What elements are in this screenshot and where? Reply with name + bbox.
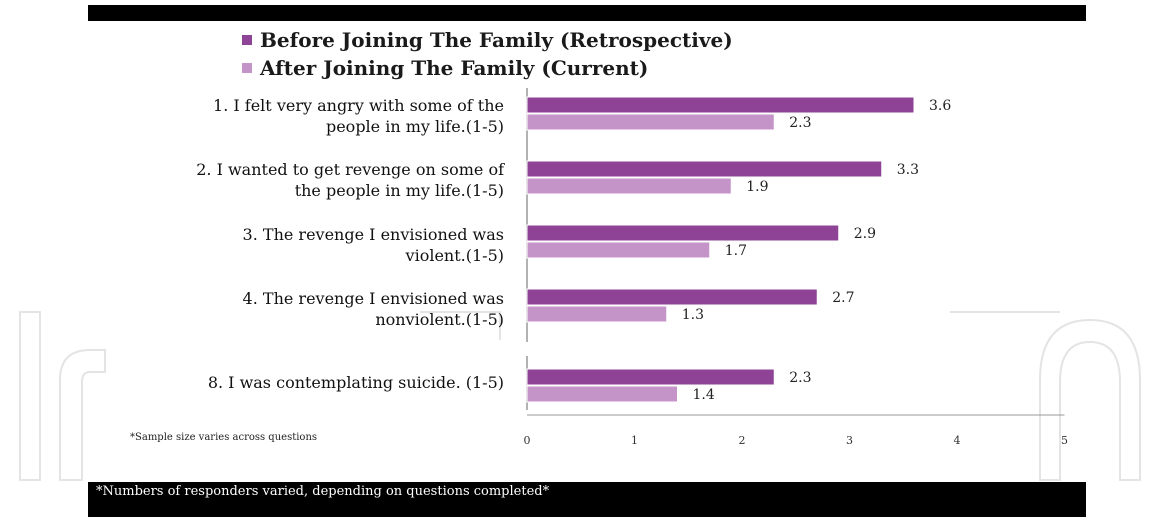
bar-before-3 — [526, 224, 840, 242]
value-label-before-1: 3.6 — [929, 98, 951, 114]
value-label-after-1: 2.3 — [789, 115, 811, 131]
top-bar — [88, 5, 1086, 21]
value-label-before-4: 2.7 — [832, 290, 854, 306]
legend-label-before: Before Joining The Family (Retrospective… — [260, 28, 733, 52]
value-label-after-5: 1.4 — [693, 387, 715, 403]
category-label-8: 8. I was contemplating suicide. (1-5) — [207, 373, 504, 392]
bar-after-5 — [526, 385, 678, 403]
bar-after-4 — [526, 305, 668, 323]
value-label-after-3: 1.7 — [725, 243, 747, 259]
value-label-before-5: 2.3 — [789, 370, 811, 386]
value-label-after-4: 1.3 — [682, 307, 704, 323]
legend-swatch-after — [242, 63, 252, 73]
legend-item-after: After Joining The Family (Current) — [242, 54, 733, 82]
category-label-1: 1. I felt very angry with some of the pe… — [213, 96, 504, 136]
bar-before-1 — [526, 96, 915, 114]
bar-before-4 — [526, 288, 818, 306]
bar-after-1 — [526, 113, 775, 131]
bar-after-2 — [526, 177, 732, 195]
bar-after-3 — [526, 241, 711, 259]
legend: Before Joining The Family (Retrospective… — [242, 26, 733, 82]
bar-before-5 — [526, 368, 775, 386]
x-tick-label-0: 0 — [524, 434, 531, 447]
category-label-3: 3. The revenge I envisioned was violent.… — [242, 225, 504, 265]
legend-label-after: After Joining The Family (Current) — [260, 56, 649, 80]
legend-swatch-before — [242, 35, 252, 45]
value-label-before-2: 3.3 — [897, 162, 919, 178]
sample-size-note: *Sample size varies across questions — [130, 432, 318, 443]
value-label-before-3: 2.9 — [854, 226, 876, 242]
bar-before-2 — [526, 160, 883, 178]
category-label-2: 2. I wanted to get revenge on some of th… — [196, 160, 504, 200]
category-label-4: 4. The revenge I envisioned was nonviole… — [242, 289, 504, 329]
x-tick-label-5: 5 — [1061, 434, 1068, 447]
x-tick-label-2: 2 — [739, 434, 746, 447]
legend-item-before: Before Joining The Family (Retrospective… — [242, 26, 733, 54]
value-label-after-2: 1.9 — [746, 179, 768, 195]
x-tick-label-4: 4 — [954, 434, 961, 447]
x-tick-label-3: 3 — [846, 434, 853, 447]
footer-note: *Numbers of responders varied, depending… — [96, 484, 550, 499]
bottom-bar — [88, 482, 1086, 517]
x-tick-label-1: 1 — [631, 434, 638, 447]
